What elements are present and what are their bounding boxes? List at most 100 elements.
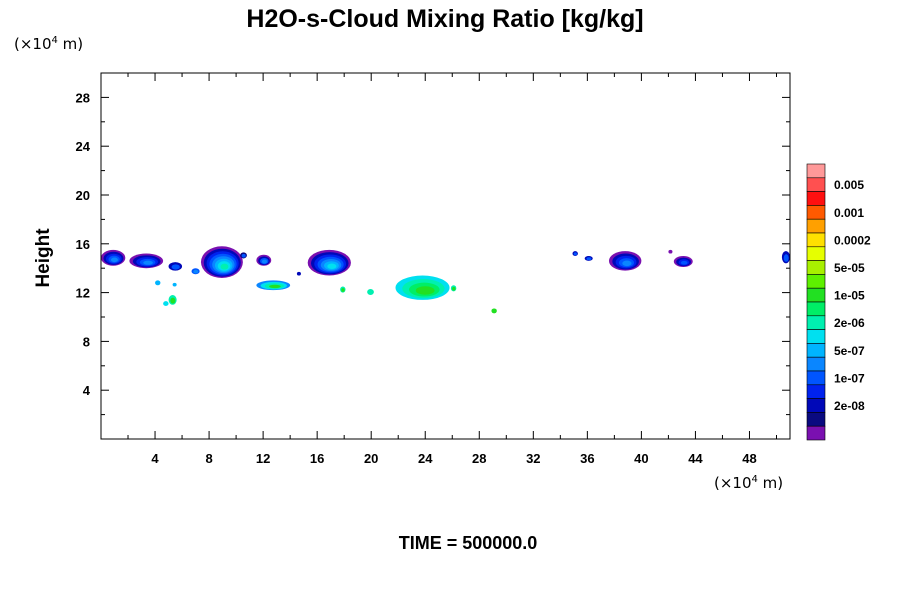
legend-swatch	[806, 370, 826, 386]
y-unit-label: (×104 m)	[14, 35, 83, 53]
cloud-patch	[450, 285, 457, 292]
cloud-contour	[586, 257, 592, 261]
x-unit-prefix: (×10	[714, 474, 752, 492]
cloud-contour	[269, 284, 281, 289]
cloud-contour	[261, 259, 268, 264]
cloud-contour	[680, 260, 688, 265]
y-tick-label: 12	[76, 286, 90, 301]
cloud-patches	[101, 246, 790, 314]
legend-label: 1e-05	[834, 289, 865, 303]
x-tick-label: 44	[688, 451, 703, 466]
y-tick-label: 24	[76, 139, 91, 154]
cloud-contour	[171, 264, 180, 270]
legend-swatch	[806, 205, 826, 220]
cloud-contour	[327, 263, 337, 269]
cloud-contour	[110, 257, 118, 263]
legend-swatch	[806, 315, 826, 330]
cloud-patch	[340, 286, 346, 293]
x-tick-label: 24	[418, 451, 433, 466]
cloud-patch	[668, 249, 673, 254]
legend-swatch	[806, 246, 826, 261]
cloud-patch	[307, 249, 351, 276]
cloud-contour	[155, 280, 161, 286]
cloud-patch	[256, 280, 291, 291]
y-tick-label: 28	[76, 90, 90, 105]
legend-label: 1e-07	[834, 371, 865, 385]
cloud-contour	[668, 249, 673, 254]
cloud-patch	[491, 308, 497, 314]
x-tick-label: 20	[364, 451, 378, 466]
legend-swatch	[806, 343, 826, 358]
cloud-patch	[584, 256, 593, 261]
cloud-patch	[191, 268, 200, 275]
cloud-contour	[170, 297, 176, 304]
legend-label: 0.001	[834, 206, 864, 220]
cloud-patch	[673, 255, 693, 267]
x-tick-label: 36	[580, 451, 594, 466]
cloud-field	[101, 246, 790, 314]
chart-title: H2O-s-Cloud Mixing Ratio [kg/kg]	[246, 5, 643, 33]
x-tick-label: 8	[205, 451, 212, 466]
cloud-patch	[155, 280, 161, 286]
cloud-patch	[608, 251, 642, 271]
cloud-contour	[193, 269, 199, 274]
cloud-contour	[163, 301, 169, 307]
legend-swatch	[806, 191, 826, 206]
y-unit-suffix: m)	[58, 35, 83, 53]
y-tick-label: 20	[76, 188, 90, 203]
legend-swatch	[806, 177, 826, 192]
x-tick-label: 16	[310, 451, 324, 466]
legend-swatch	[806, 356, 826, 372]
y-tick-label: 16	[76, 237, 90, 252]
cloud-contour	[172, 282, 177, 287]
plot-frame	[100, 72, 791, 440]
cloud-contour	[491, 308, 497, 314]
legend-swatch	[806, 287, 826, 303]
cloud-contour	[452, 286, 456, 291]
x-tick-label: 40	[634, 451, 648, 466]
cloud-contour	[622, 260, 632, 267]
y-unit-exponent: 4	[52, 35, 58, 46]
cloud-patch	[367, 288, 374, 296]
cloud-patch	[572, 251, 578, 256]
cloud-patch	[163, 301, 169, 307]
legend-label: 2e-06	[834, 316, 865, 330]
cloud-contour	[296, 271, 301, 276]
cloud-patch	[200, 246, 243, 278]
y-tick-label: 4	[83, 383, 91, 398]
cloud-patch	[781, 251, 790, 264]
cloud-patch	[129, 253, 164, 269]
y-axis-label: Height	[33, 228, 54, 288]
legend-swatch	[806, 163, 826, 179]
x-tick-label: 32	[526, 451, 540, 466]
legend-swatch	[806, 218, 826, 234]
cloud-patch	[168, 295, 177, 305]
cloud-contour	[143, 260, 153, 265]
color-legend: 0.005 0.001 0.0002 5e-05 1e-05 2e-06 5e-07 1e-0…	[806, 163, 871, 441]
legend-label: 0.005	[834, 178, 864, 192]
cloud-contour	[573, 252, 578, 256]
legend-label: 2e-08	[834, 399, 865, 413]
x-tick-label: 12	[256, 451, 270, 466]
cloud-patch	[101, 249, 126, 266]
legend-swatch	[806, 260, 826, 275]
cloud-patch	[240, 252, 247, 259]
x-unit-exponent: 4	[752, 474, 758, 485]
legend-swatch	[806, 329, 826, 344]
x-tick-label: 4	[151, 451, 159, 466]
cloud-contour	[367, 288, 374, 296]
legend-label: 0.0002	[834, 233, 871, 247]
cloud-contour	[241, 253, 246, 258]
legend-label: 5e-07	[834, 344, 865, 358]
x-tick-label: 28	[472, 451, 486, 466]
legend-label: 5e-05	[834, 261, 865, 275]
legend-swatch	[806, 425, 826, 441]
cloud-contour	[220, 263, 229, 270]
y-tick-label: 8	[83, 334, 90, 349]
x-tick-label: 48	[742, 451, 756, 466]
legend-swatch	[806, 398, 826, 413]
legend-swatch	[806, 384, 826, 399]
cloud-contour	[341, 288, 345, 292]
